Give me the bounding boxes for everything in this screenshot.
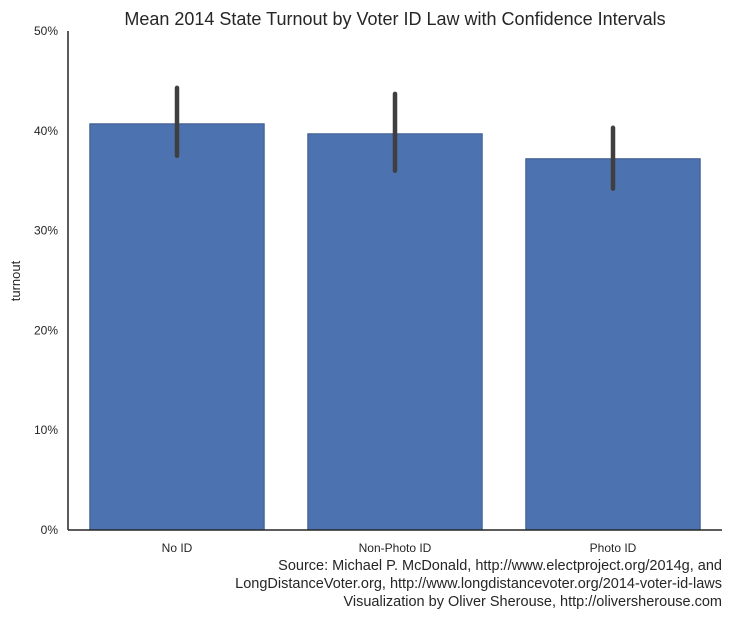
chart-title: Mean 2014 State Turnout by Voter ID Law … bbox=[124, 9, 665, 29]
y-axis-ticks: 0% 10% 20% 30% 40% 50% bbox=[34, 24, 58, 537]
y-tick-label: 20% bbox=[34, 323, 58, 337]
y-tick-label: 0% bbox=[41, 523, 59, 537]
y-tick-label: 40% bbox=[34, 124, 58, 138]
y-tick-label: 50% bbox=[34, 24, 58, 38]
x-tick-label: No ID bbox=[162, 541, 193, 555]
error-bars bbox=[174, 85, 616, 191]
x-axis-ticks: No ID Non-Photo ID Photo ID bbox=[162, 541, 637, 555]
bar bbox=[89, 123, 265, 531]
source-line-2: LongDistanceVoter.org, http://www.longdi… bbox=[235, 576, 722, 592]
y-tick-label: 30% bbox=[34, 224, 58, 238]
x-tick-label: Non-Photo ID bbox=[359, 541, 432, 555]
bar bbox=[307, 133, 483, 531]
y-axis-label: turnout bbox=[8, 260, 23, 301]
source-line-1: Source: Michael P. McDonald, http://www.… bbox=[278, 558, 722, 574]
y-tick-label: 10% bbox=[34, 423, 58, 437]
bars bbox=[89, 123, 701, 531]
source-line-3: Visualization by Oliver Sherouse, http:/… bbox=[343, 594, 722, 610]
bar bbox=[525, 158, 701, 531]
x-tick-label: Photo ID bbox=[590, 541, 637, 555]
